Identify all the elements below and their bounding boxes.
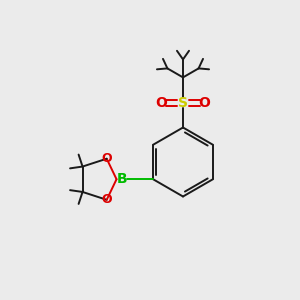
Text: O: O <box>101 193 112 206</box>
Text: B: B <box>116 172 127 186</box>
Text: O: O <box>199 96 211 110</box>
Text: O: O <box>101 152 112 165</box>
Text: S: S <box>178 96 188 110</box>
Text: O: O <box>155 96 167 110</box>
